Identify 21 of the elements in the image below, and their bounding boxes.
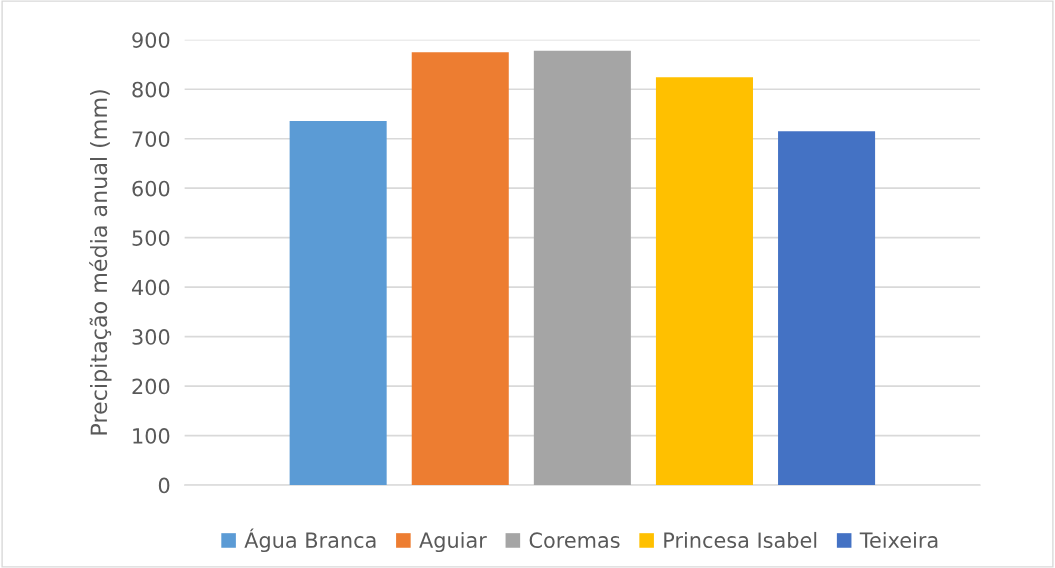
legend-label: Teixeira (859, 531, 938, 549)
legend-label: Água Branca (244, 528, 376, 553)
legend-label: Aguiar (419, 531, 487, 553)
legend-label: Princesa Isabel (664, 531, 817, 549)
bar (533, 50, 631, 486)
bar (655, 77, 753, 486)
bar (289, 120, 387, 486)
bar (778, 131, 876, 486)
y-tick-label: 500 (132, 230, 170, 246)
y-tick-label: 100 (133, 428, 170, 444)
y-tick-label: 900 (132, 32, 170, 48)
y-axis-title: Precipitação média anual (mm) (89, 90, 112, 435)
y-tick-label: 300 (132, 329, 170, 345)
y-tick-label: 700 (132, 131, 170, 147)
y-tick-label: 800 (132, 81, 170, 98)
y-tick-label: 400 (131, 279, 170, 296)
y-tick-label: 200 (132, 378, 170, 395)
y-tick-label: 600 (132, 180, 170, 197)
legend-label: Coremas (529, 532, 620, 549)
bar (411, 52, 509, 486)
y-tick-label: 0 (158, 477, 170, 494)
